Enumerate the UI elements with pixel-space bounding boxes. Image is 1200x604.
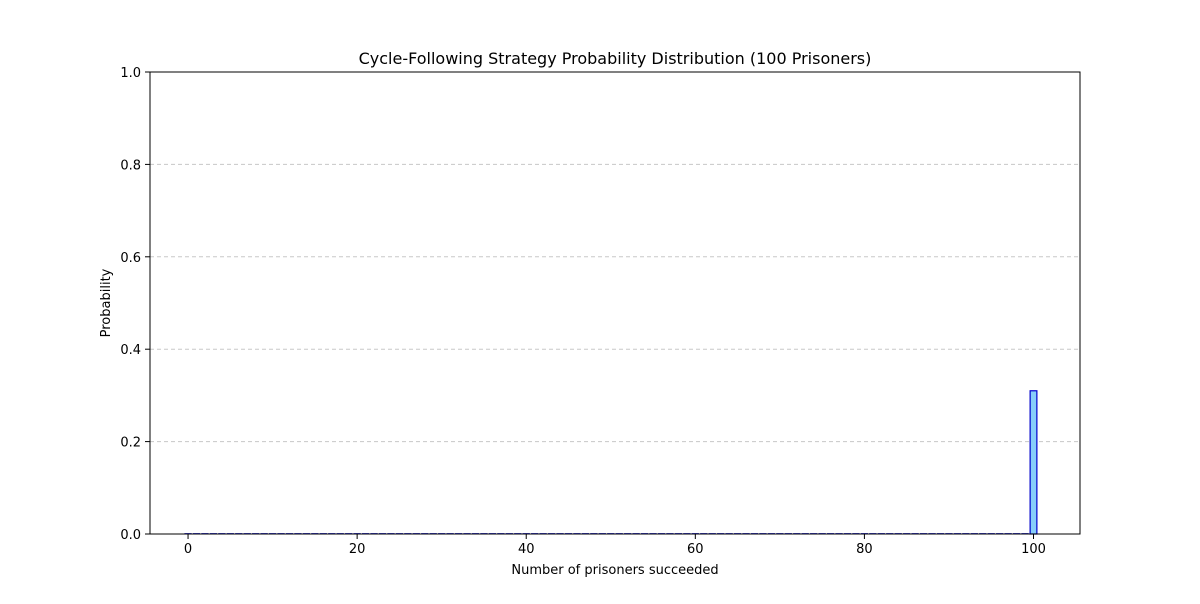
y-tick-label: 0.4 (120, 343, 141, 358)
x-tick-label: 0 (184, 542, 192, 557)
x-tick-label: 40 (518, 542, 535, 557)
x-tick-label: 20 (349, 542, 366, 557)
x-axis-label: Number of prisoners succeeded (511, 563, 718, 578)
y-tick-label: 0.2 (120, 436, 141, 451)
grid-layer (150, 163, 1080, 443)
y-axis-ticks: 0.0 0.2 0.4 0.6 0.8 1.0 (120, 66, 150, 543)
y-axis-label: Probability (99, 268, 114, 337)
y-tick-label: 1.0 (120, 66, 141, 81)
x-tick-label: 80 (856, 542, 873, 557)
x-tick-label: 60 (687, 542, 704, 557)
chart-title: Cycle-Following Strategy Probability Dis… (359, 49, 872, 68)
plot-frame (149, 71, 1081, 535)
x-tick-label: 100 (1021, 542, 1046, 557)
bar-100 (1029, 390, 1038, 535)
y-tick-label: 0.8 (120, 158, 141, 173)
x-axis-ticks: 0 20 40 60 80 100 (184, 534, 1046, 557)
y-tick-label: 0.0 (120, 528, 141, 543)
y-tick-label: 0.6 (120, 251, 141, 266)
